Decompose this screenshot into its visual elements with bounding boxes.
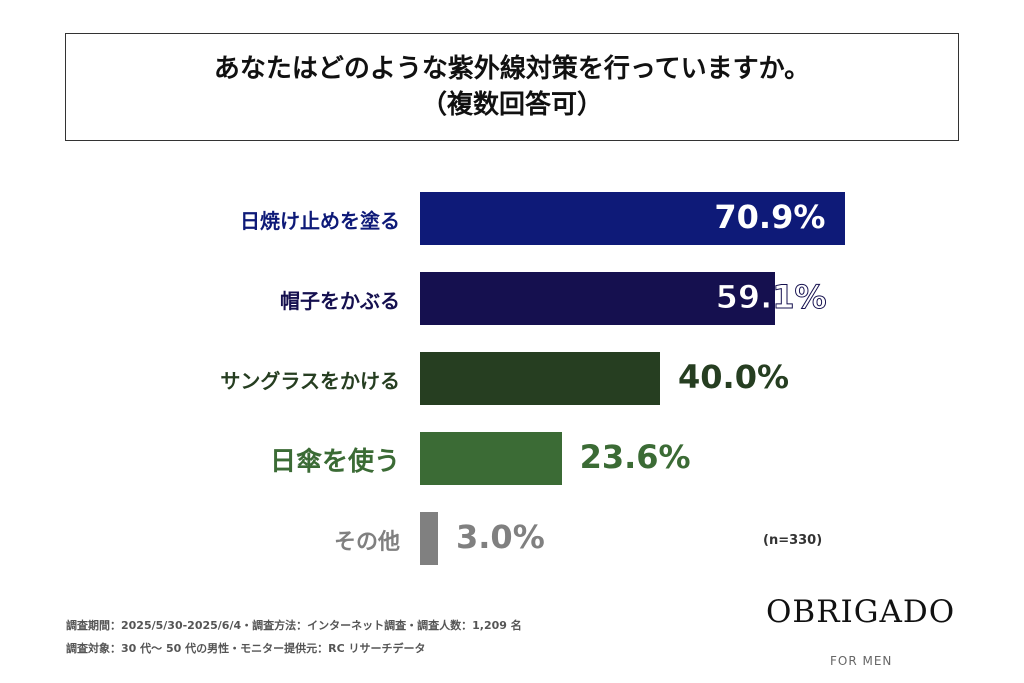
survey-note-1: 調査期間：2025/5/30-2025/6/4・調査方法：インターネット調査・調… bbox=[66, 619, 522, 632]
sample-size: (n=330) bbox=[763, 533, 823, 548]
category-label: 帽子をかぶる bbox=[280, 289, 400, 313]
bar bbox=[420, 352, 660, 405]
survey-note-2: 調査対象：30 代～ 50 代の男性・モニター提供元：RC リサーチデータ bbox=[66, 642, 426, 655]
category-label: サングラスをかける bbox=[220, 369, 400, 393]
value-label: 3.0% bbox=[456, 518, 545, 556]
chart-title: あなたはどのような紫外線対策を行っていますか。 bbox=[213, 54, 811, 84]
category-label: その他 bbox=[333, 529, 400, 555]
title-box: あなたはどのような紫外線対策を行っていますか。 （複数回答可） bbox=[65, 33, 959, 141]
bar bbox=[420, 512, 438, 565]
brand-logo-sub: FOR MEN bbox=[830, 654, 893, 668]
bar bbox=[420, 192, 846, 245]
category-label: 日焼け止めを塗る bbox=[240, 209, 400, 233]
value-label: 70.9% bbox=[714, 198, 826, 236]
brand-logo: OBRIGADO bbox=[766, 594, 956, 630]
chart-subtitle: （複数回答可） bbox=[420, 90, 603, 120]
bar bbox=[420, 272, 775, 325]
value-label: 59.1% bbox=[715, 278, 827, 317]
value-label: 40.0% bbox=[678, 358, 790, 396]
bar bbox=[420, 432, 562, 485]
category-label: 日傘を使う bbox=[269, 447, 400, 478]
value-label: 23.6% bbox=[579, 438, 691, 476]
